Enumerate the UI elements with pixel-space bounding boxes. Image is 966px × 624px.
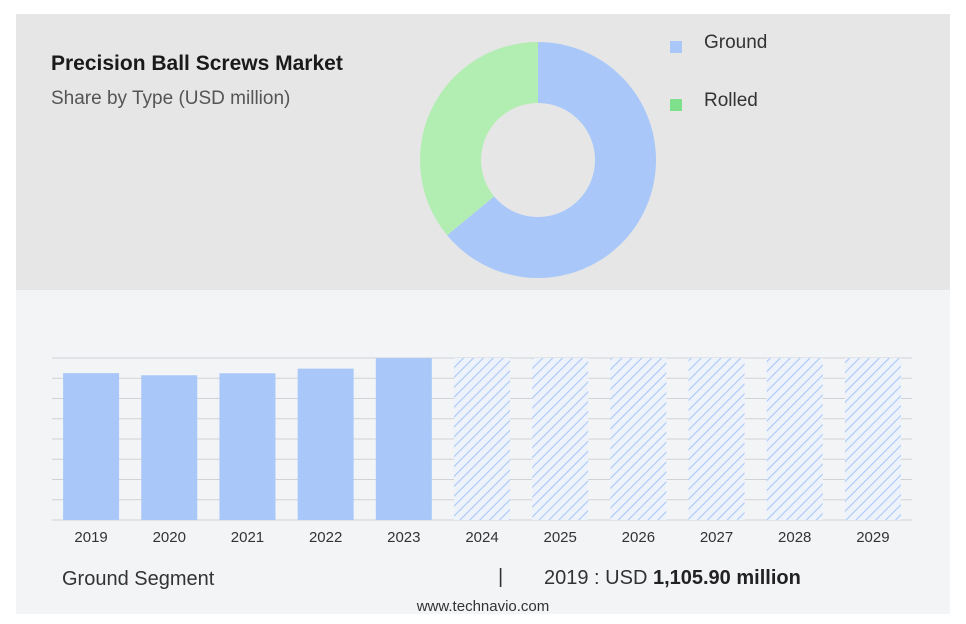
forecast-bar-2026 [610, 358, 667, 520]
x-tick-label-2027: 2027 [700, 529, 733, 546]
x-tick-label-2028: 2028 [778, 529, 811, 546]
chart-card: Precision Ball Screws Market Share by Ty… [16, 14, 950, 615]
bar-2019 [63, 373, 120, 520]
legend-label-ground: Ground [704, 32, 768, 53]
bar-2020 [141, 375, 198, 520]
x-tick-label-2026: 2026 [622, 529, 655, 546]
bar-2021 [219, 373, 276, 520]
footer-divider: | [498, 566, 504, 588]
forecast-bar-2028 [766, 358, 823, 520]
forecast-bar-2029 [844, 358, 901, 520]
x-tick-label-2029: 2029 [856, 529, 889, 546]
donut-chart [420, 42, 656, 278]
forecast-bar-2027 [688, 358, 745, 520]
bar-2023 [375, 358, 432, 520]
stat-value: 1,105.90 million [652, 567, 801, 589]
stat-prefix: 2019 : USD [544, 567, 653, 589]
segment-label: Ground Segment [62, 568, 215, 590]
x-axis-labels: 2019 2020 2021 2022 2023 2024 2025 2026 2027 2028… [74, 529, 889, 546]
legend-label-rolled: Rolled [704, 90, 758, 111]
forecast-bar-2025 [532, 358, 589, 520]
chart-subtitle: Share by Type (USD million) [51, 88, 291, 109]
bar-chart: 2019 2020 2021 2022 2023 2024 2025 2026 2027 2028… [52, 357, 912, 546]
legend-swatch-rolled [670, 99, 682, 111]
bars [63, 358, 901, 520]
source-url: www.technavio.com [416, 598, 550, 615]
x-tick-label-2019: 2019 [74, 529, 107, 546]
x-tick-label-2024: 2024 [465, 529, 498, 546]
bar-2022 [297, 368, 354, 520]
donut-slice-ground [447, 42, 656, 278]
chart-title: Precision Ball Screws Market [51, 52, 343, 75]
x-tick-label-2022: 2022 [309, 529, 342, 546]
x-tick-label-2023: 2023 [387, 529, 420, 546]
x-tick-label-2025: 2025 [543, 529, 576, 546]
x-tick-label-2021: 2021 [231, 529, 264, 546]
legend-swatch-ground [670, 41, 682, 53]
donut-slice-rolled [420, 42, 538, 236]
forecast-bar-2024 [454, 358, 510, 520]
x-tick-label-2020: 2020 [153, 529, 186, 546]
segment-stat: 2019 : USD 1,105.90 million [544, 567, 801, 590]
